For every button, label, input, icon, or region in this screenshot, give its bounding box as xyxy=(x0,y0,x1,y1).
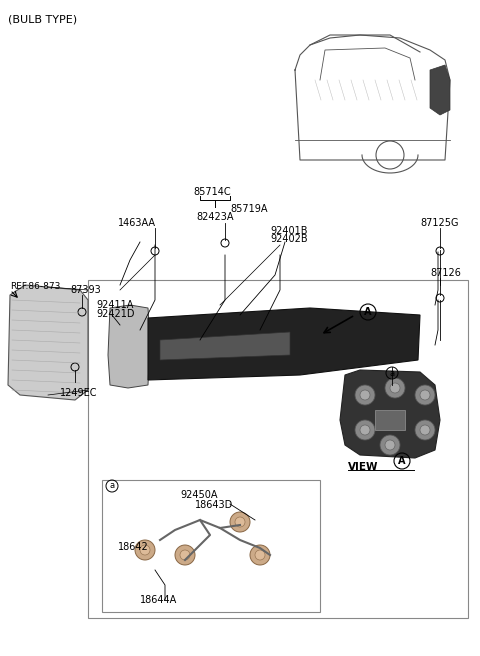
Circle shape xyxy=(420,390,430,400)
Circle shape xyxy=(140,545,150,555)
Circle shape xyxy=(250,545,270,565)
Polygon shape xyxy=(340,370,440,458)
Circle shape xyxy=(415,420,435,440)
Circle shape xyxy=(235,517,245,527)
Text: A: A xyxy=(398,456,406,466)
Bar xyxy=(102,480,320,612)
Text: a: a xyxy=(389,369,395,377)
Text: A: A xyxy=(364,307,372,317)
Polygon shape xyxy=(8,285,88,400)
Circle shape xyxy=(175,545,195,565)
Circle shape xyxy=(385,378,405,398)
Text: a: a xyxy=(109,482,115,491)
Circle shape xyxy=(355,420,375,440)
Text: 85714C: 85714C xyxy=(193,187,231,197)
Text: 85719A: 85719A xyxy=(230,204,267,214)
Polygon shape xyxy=(160,332,290,360)
Text: 87125G: 87125G xyxy=(420,218,458,228)
Text: 92402B: 92402B xyxy=(270,234,308,244)
Text: 18644A: 18644A xyxy=(140,595,177,605)
Circle shape xyxy=(360,390,370,400)
Circle shape xyxy=(360,425,370,435)
Circle shape xyxy=(385,440,395,450)
Text: 92411A: 92411A xyxy=(96,300,133,310)
Text: 1463AA: 1463AA xyxy=(118,218,156,228)
Polygon shape xyxy=(148,308,420,380)
Text: 82423A: 82423A xyxy=(196,212,233,222)
Circle shape xyxy=(135,540,155,560)
Circle shape xyxy=(420,425,430,435)
Text: (BULB TYPE): (BULB TYPE) xyxy=(8,14,77,24)
Circle shape xyxy=(230,512,250,532)
Polygon shape xyxy=(108,305,150,388)
Text: VIEW: VIEW xyxy=(348,462,379,472)
Text: 92401B: 92401B xyxy=(270,226,308,236)
Circle shape xyxy=(355,385,375,405)
Text: 18643D: 18643D xyxy=(195,500,233,510)
Text: 87393: 87393 xyxy=(70,285,101,295)
Text: REF.86-873: REF.86-873 xyxy=(10,282,60,291)
Circle shape xyxy=(415,385,435,405)
Text: 92421D: 92421D xyxy=(96,309,134,319)
Bar xyxy=(88,280,468,618)
Circle shape xyxy=(380,435,400,455)
Text: 1249EC: 1249EC xyxy=(60,388,97,398)
Circle shape xyxy=(180,550,190,560)
Text: 92450A: 92450A xyxy=(180,490,217,500)
Circle shape xyxy=(255,550,265,560)
Circle shape xyxy=(390,383,400,393)
Text: 87126: 87126 xyxy=(430,268,461,278)
Text: 18642: 18642 xyxy=(118,542,149,552)
Polygon shape xyxy=(430,65,450,115)
Bar xyxy=(375,410,405,430)
